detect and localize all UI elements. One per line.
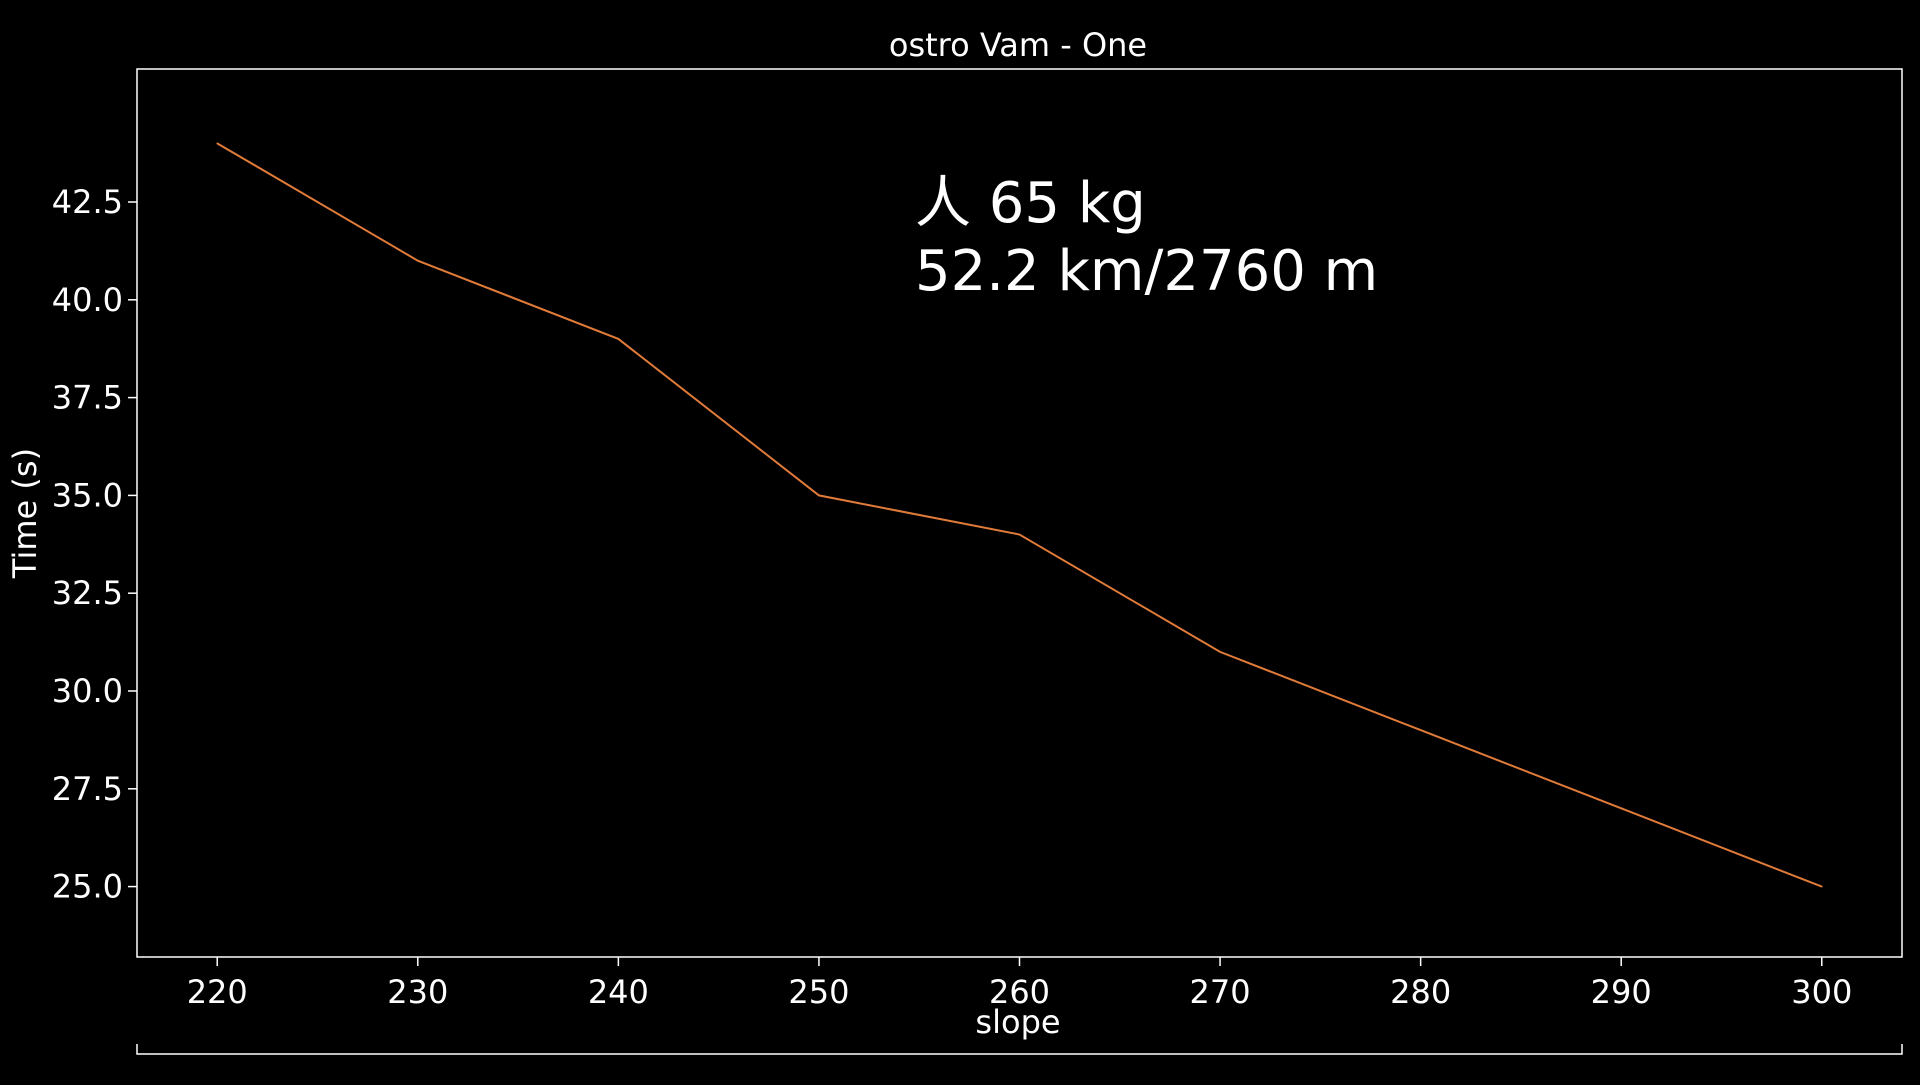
data-point xyxy=(216,142,219,145)
x-tick-label: 250 xyxy=(788,973,849,1011)
y-tick-label: 30.0 xyxy=(52,672,123,710)
x-tick-label: 230 xyxy=(387,973,448,1011)
y-tick-label: 27.5 xyxy=(52,770,123,808)
x-tick-label: 300 xyxy=(1791,973,1852,1011)
x-axis-ticks: 220 230 240 250 260 270 280 290 300 xyxy=(187,957,1852,1011)
x-tick-label: 280 xyxy=(1390,973,1451,1011)
data-point xyxy=(1419,729,1422,731)
y-axis-label: Time (s) xyxy=(6,448,44,579)
x-tick-label: 270 xyxy=(1190,973,1251,1011)
data-point xyxy=(617,338,620,340)
y-tick-label: 37.5 xyxy=(52,379,123,417)
data-point xyxy=(1620,807,1623,810)
y-tick-label: 32.5 xyxy=(52,574,123,612)
series-layer xyxy=(216,142,1823,888)
x-tick-label: 290 xyxy=(1591,973,1652,1011)
x-tick-label: 240 xyxy=(588,973,649,1011)
y-tick-label: 25.0 xyxy=(52,868,123,906)
x-axis-label: slope xyxy=(975,1003,1060,1041)
data-point xyxy=(1018,533,1021,536)
data-point xyxy=(1219,651,1221,653)
data-point xyxy=(416,259,419,262)
data-point xyxy=(1820,885,1823,888)
annotation-distance: 52.2 km/2760 m xyxy=(915,239,1378,304)
data-point xyxy=(818,494,820,497)
bottom-bracket xyxy=(136,1044,1903,1055)
x-tick-label: 220 xyxy=(187,973,248,1011)
y-tick-label: 35.0 xyxy=(52,476,123,514)
chart-title: ostro Vam - One xyxy=(889,26,1147,64)
y-axis-ticks: 25.0 27.5 30.0 32.5 35.0 37.5 40.0 42.5 xyxy=(52,183,137,906)
x-tick-label: 260 xyxy=(989,973,1050,1011)
y-tick-label: 40.0 xyxy=(52,281,123,319)
annotation-weight: 人 65 kg xyxy=(915,171,1146,236)
y-tick-label: 42.5 xyxy=(52,183,123,221)
